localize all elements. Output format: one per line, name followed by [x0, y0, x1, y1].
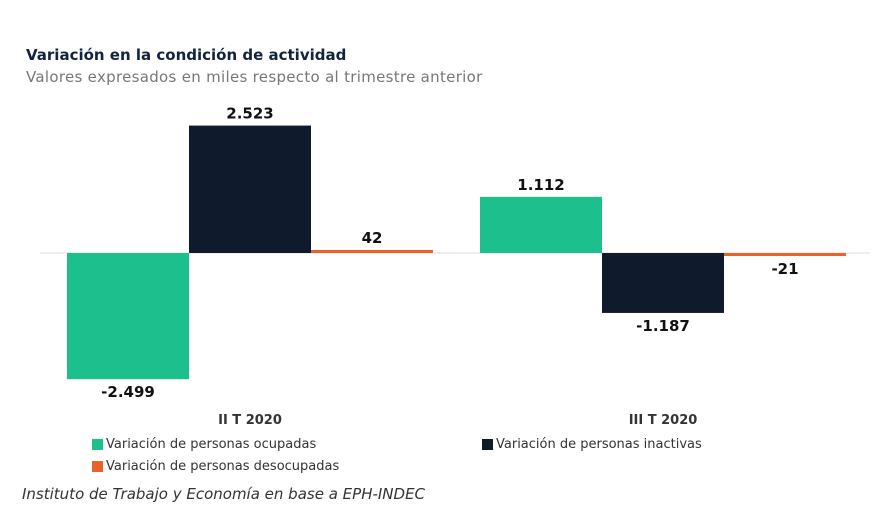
legend-label: Variación de personas inactivas — [496, 437, 702, 452]
data-label: -2.499 — [101, 383, 155, 401]
legend-swatch — [482, 439, 493, 450]
legend-item-ocupadas: Variación de personas ocupadas — [92, 437, 316, 452]
bar-1-1 — [602, 253, 724, 313]
legend-swatch — [92, 439, 103, 450]
legend-label: Variación de personas ocupadas — [106, 437, 317, 452]
bar-2-0 — [311, 250, 433, 253]
legend-item-inactivas: Variación de personas inactivas — [482, 437, 702, 452]
bar-2-1 — [724, 253, 846, 256]
source-note: Instituto de Trabajo y Economía en base … — [22, 485, 426, 503]
data-label: -21 — [771, 260, 798, 278]
bar-0-0 — [67, 253, 189, 380]
data-label: 2.523 — [226, 105, 273, 123]
category-label: III T 2020 — [629, 413, 698, 428]
chart-title: Variación en la condición de actividad — [26, 46, 347, 64]
category-label: II T 2020 — [218, 413, 282, 428]
legend-label: Variación de personas desocupadas — [106, 459, 340, 474]
data-label: -1.187 — [636, 317, 690, 335]
legend-item-desocupadas: Variación de personas desocupadas — [92, 459, 339, 474]
bar-0-1 — [480, 196, 602, 253]
legend-swatch — [92, 461, 103, 472]
data-label: 1.112 — [517, 176, 564, 194]
data-label: 42 — [362, 229, 383, 247]
chart-subtitle: Valores expresados en miles respecto al … — [26, 68, 483, 86]
bar-1-0 — [189, 125, 311, 253]
